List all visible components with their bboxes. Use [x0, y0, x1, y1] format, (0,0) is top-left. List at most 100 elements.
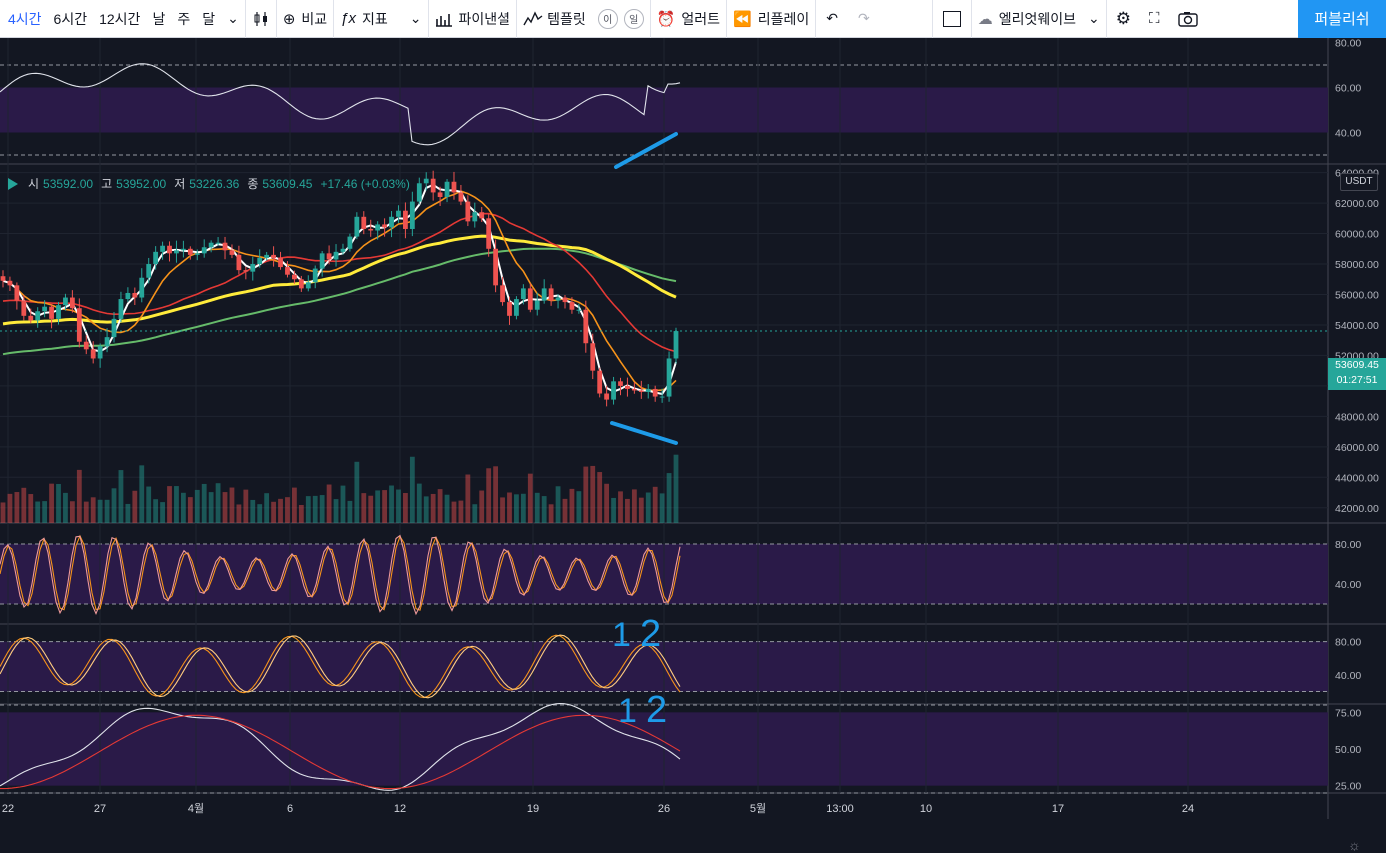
camera-icon	[1177, 11, 1198, 27]
date-axis-label: 4월	[188, 802, 204, 815]
candle-body	[403, 210, 408, 229]
snapshot-button[interactable]	[1169, 0, 1207, 38]
financials-button[interactable]: 파이낸셜	[429, 0, 517, 38]
candle-body	[611, 381, 616, 400]
interval-month[interactable]: 달	[202, 10, 216, 27]
indicators-button[interactable]: ƒx 지표 ⌄	[334, 0, 427, 38]
redo-button[interactable]: ↷	[848, 0, 880, 38]
candle-body	[645, 388, 651, 392]
undo-button[interactable]: ↶	[816, 0, 848, 38]
candle-body	[187, 248, 193, 255]
volume-bar	[618, 491, 623, 523]
candles-icon	[254, 11, 267, 26]
currency-tag[interactable]: USDT	[1340, 173, 1378, 191]
last-price: 53609.45	[1335, 359, 1379, 371]
candle-body	[250, 264, 256, 272]
volume-bar	[520, 493, 526, 523]
chart-area[interactable]: 64000.0062000.0060000.0058000.0056000.00…	[0, 38, 1386, 853]
price-axis-label: 58000.00	[1335, 259, 1379, 271]
stoch2-axis-label: 80.00	[1335, 637, 1361, 649]
volume-bar	[409, 456, 415, 523]
candle-body	[153, 251, 159, 265]
compare-button[interactable]: ⊕ 비교	[277, 0, 333, 38]
trend-annotation-line[interactable]	[614, 132, 678, 169]
layout-select[interactable]: ☁ 엘리엇웨이브 ⌄	[972, 0, 1106, 38]
ohlc-legend: 시 53592.00 고 53952.00 저 53226.36 종 53609.45 …	[8, 175, 414, 192]
candle-body	[56, 305, 61, 319]
price-axis-label: 46000.00	[1335, 442, 1379, 454]
volume-bar	[569, 488, 575, 523]
volume-bar	[90, 497, 96, 523]
volume-bar	[319, 495, 325, 523]
candle-body	[28, 315, 34, 321]
candle-body	[215, 242, 221, 244]
template-toggle-1[interactable]: 이	[597, 8, 618, 29]
candle-body	[368, 228, 374, 231]
candle-body	[562, 297, 568, 303]
fullscreen-button[interactable]: ⛶	[1140, 0, 1169, 38]
volume-bar	[333, 499, 339, 523]
candle-body	[76, 308, 82, 342]
expand-icon: ⛶	[1148, 10, 1160, 27]
candle-body	[444, 181, 450, 197]
chevron-down-icon: ⌄	[227, 10, 239, 26]
candle-body	[285, 267, 290, 275]
toolbar-divider	[333, 0, 335, 38]
volume-bar	[631, 489, 637, 523]
toolbar-divider	[427, 0, 429, 38]
trend-annotation-line[interactable]	[610, 421, 678, 445]
volume-bar	[479, 490, 485, 523]
candle-body	[229, 250, 235, 255]
settings-button[interactable]: ⚙	[1107, 0, 1140, 38]
candle-body	[236, 254, 242, 271]
stoch-fast-d-line	[0, 534, 681, 611]
price-axis-label: 42000.00	[1335, 503, 1379, 515]
volume-bar	[347, 500, 353, 523]
candle-body	[264, 254, 270, 258]
toolbar-divider	[275, 0, 277, 38]
alert-button[interactable]: ⏰ 얼러트	[651, 0, 726, 38]
volume-bar	[56, 483, 61, 523]
candle-body	[347, 236, 353, 249]
interval-week[interactable]: 주	[177, 10, 191, 27]
interval-4h[interactable]: 4시간	[8, 10, 42, 27]
candle-body	[652, 388, 658, 397]
date-axis-label: 19	[527, 803, 539, 815]
volume-bar	[63, 492, 68, 523]
volume-bar	[326, 484, 332, 523]
volume-bar	[35, 501, 41, 523]
toolbar-divider	[516, 0, 518, 38]
interval-6h[interactable]: 6시간	[53, 10, 88, 27]
volume-bar	[659, 493, 665, 523]
volume-bar	[229, 487, 235, 523]
candle-body	[416, 183, 422, 202]
toolbar-divider	[815, 0, 817, 38]
fullscreen-layout-button[interactable]	[933, 0, 971, 38]
redo-icon: ↷	[857, 10, 870, 26]
replay-button[interactable]: ⏪ 리플레이	[727, 0, 815, 38]
chart-type-button[interactable]	[246, 0, 276, 38]
gear-icon[interactable]: ☼	[1348, 837, 1361, 853]
chart-canvas[interactable]: 64000.0062000.0060000.0058000.0056000.00…	[0, 38, 1386, 819]
candle-body	[409, 201, 415, 229]
last-price-tag: 53609.45 01:27:51	[1328, 358, 1386, 390]
template-toggle-2[interactable]: 일	[623, 8, 644, 29]
volume-bar	[292, 487, 297, 523]
candle-body	[472, 212, 478, 222]
volume-bar	[28, 494, 34, 523]
candle-body	[340, 248, 346, 252]
open-value: 53592.00	[43, 176, 94, 191]
candle-body	[451, 181, 457, 193]
stoch-rsi-k-line	[0, 702, 681, 791]
cloud-icon: ☁	[977, 10, 993, 28]
layout-name: 엘리엇웨이브	[998, 10, 1076, 27]
interval-dropdown[interactable]: ⌄	[221, 0, 245, 38]
top-toolbar: 4시간 6시간 12시간 날 주 달 ⌄ ⊕ 비교 ƒx 지표 ⌄ 파이낸셜 템…	[0, 0, 1386, 38]
stoch-slow-k-line	[0, 634, 681, 699]
publish-button[interactable]: 퍼블리쉬	[1298, 0, 1386, 38]
interval-12h[interactable]: 12시간	[99, 10, 141, 27]
volume-bar	[271, 501, 276, 523]
interval-day[interactable]: 날	[152, 10, 166, 27]
templates-button[interactable]: 템플릿 이 일	[517, 0, 650, 38]
chevron-down-icon: ⌄	[409, 10, 422, 26]
